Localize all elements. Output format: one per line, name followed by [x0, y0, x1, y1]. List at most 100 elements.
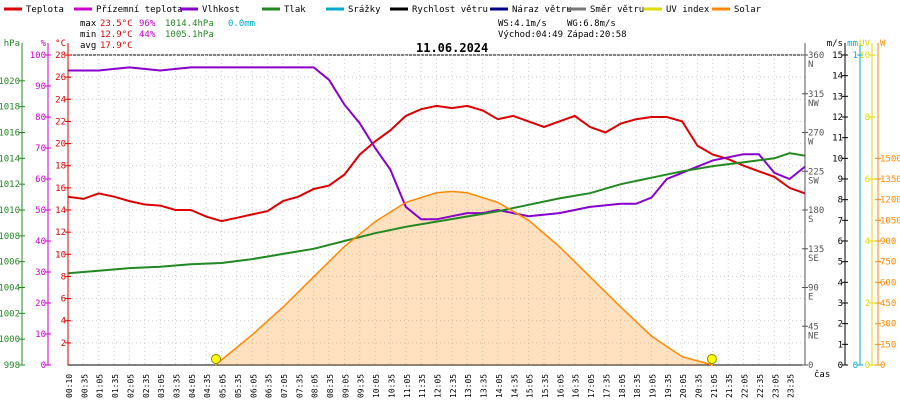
axis-tick-label-hpa: 998	[4, 361, 20, 371]
axis-tick-label-hpa: 1006	[0, 258, 20, 268]
axis-tick-label-uv: 4	[865, 237, 870, 247]
axis-tick-label-hpa: 1002	[0, 309, 20, 319]
axis-time-label: 16:35	[572, 374, 581, 398]
axis-tick-label-w: 1050	[880, 216, 900, 226]
axis-time-label: 05:35	[234, 374, 243, 398]
axis-tick-label-ms: 6	[838, 237, 843, 247]
axis-tick-label-deg: 45	[808, 322, 819, 332]
axis-tick-label-w: 300	[880, 320, 896, 330]
axis-dir-label: N	[808, 60, 813, 70]
stat-max-rain: 0.0mm	[228, 19, 255, 29]
axis-time-label: 15:35	[541, 374, 550, 398]
axis-time-label: 06:05	[249, 374, 258, 398]
axis-time-label: 12:35	[449, 374, 458, 398]
axis-tick-label-hpa: 1016	[0, 129, 20, 139]
axis-tick-label-deg: 360	[808, 51, 824, 61]
axis-tick-label-temp: 24	[55, 95, 66, 105]
legend-label: Směr větru	[590, 5, 644, 15]
axis-time-label: 12:05	[434, 374, 443, 398]
series-teplota	[67, 104, 806, 223]
axis-tick-label-pct: 10	[35, 330, 46, 340]
axis-time-label: 10:05	[372, 374, 381, 398]
stat-ws: WS:4.1m/s	[498, 19, 547, 29]
axis-time-label: 03:05	[157, 374, 166, 398]
axis-tick-label-pct: 30	[35, 268, 46, 278]
axis-time-label: 20:35	[695, 374, 704, 398]
axis-time-label: 13:05	[464, 374, 473, 398]
axis-tick-label-deg: 270	[808, 129, 824, 139]
legend-label: Přízemní teplota	[96, 5, 183, 15]
chart-title: 11.06.2024	[416, 41, 488, 55]
legend-label: Náraz větru	[512, 5, 572, 15]
axis-tick-label-ms: 10	[832, 154, 843, 164]
series-vlhkost	[68, 66, 806, 221]
axis-tick-label-uv: 2	[865, 299, 870, 309]
stat-max-label: max	[80, 19, 97, 29]
axis-time-label: 19:35	[664, 374, 673, 398]
sun-marker	[706, 354, 717, 364]
axis-tick-label-pct: 50	[35, 206, 46, 216]
stat-sunset: Západ:20:58	[567, 30, 627, 40]
axis-tick-label-temp: 16	[55, 184, 66, 194]
stat-wg: WG:6.8m/s	[567, 19, 616, 29]
axis-dir-label: E	[808, 293, 813, 303]
axis-tick-label-w: 1500	[880, 154, 900, 164]
axis-time-label: 03:35	[172, 374, 181, 398]
axis-tick-label-ms: 5	[838, 258, 843, 268]
stat-sunrise: Východ:04:49	[498, 30, 563, 40]
axis-time-label: 14:35	[510, 374, 519, 398]
axis-dir-label: SW	[808, 176, 819, 186]
axis-time-label: 15:05	[526, 374, 535, 398]
axis-dir-label: SE	[808, 254, 819, 264]
series-lines	[67, 66, 806, 366]
axis-tick-label-w: 0	[880, 361, 885, 371]
axis-tick-label-ms: 14	[832, 72, 843, 82]
axis-tick-label-hpa: 1008	[0, 232, 20, 242]
axis-time-label: 11:05	[403, 374, 412, 398]
axis-time-label: 05:05	[219, 374, 228, 398]
axis-time-label: 00:10	[65, 374, 74, 398]
axis-tick-label-hpa: 1010	[0, 206, 20, 216]
axis-tick-label-ms: 13	[832, 92, 843, 102]
axis-tick-label-ms: 3	[838, 299, 843, 309]
axis-tick-label-ms: 1	[838, 340, 843, 350]
axis-dir-label: NE	[808, 331, 819, 341]
axis-time-label: 17:35	[602, 374, 611, 398]
axis-tick-label-ms: 0	[838, 361, 843, 371]
axis-time-label: 02:05	[126, 374, 135, 398]
axis-tick-label-temp: 6	[61, 295, 66, 305]
axis-tick-label-pct: 20	[35, 299, 46, 309]
series-solar	[214, 190, 714, 366]
axis-time-label: 18:05	[618, 374, 627, 398]
axis-time-label: 04:05	[188, 374, 197, 398]
axis-tick-label-hpa: 1020	[0, 77, 20, 87]
axis-dir-label: NW	[808, 99, 819, 109]
axis-tick-label-pct: 80	[35, 113, 46, 123]
axis-tick-label-w: 450	[880, 299, 896, 309]
axis-tick-label-w: 600	[880, 278, 896, 288]
axis-tick-label-deg: 90	[808, 284, 819, 294]
axis-tick-label-ms: 12	[832, 113, 843, 123]
axis-time-label: 14:05	[495, 374, 504, 398]
axis-time-label: 02:35	[142, 374, 151, 398]
axis-tick-label-temp: 4	[61, 317, 66, 327]
legend-label: Srážky	[348, 5, 381, 15]
axis-time-label: 01:05	[96, 374, 105, 398]
legend-label: Tlak	[284, 5, 306, 15]
axis-dir-label: W	[808, 138, 814, 148]
axis-tick-label-deg: 315	[808, 90, 824, 100]
axis-tick-label-pct: 60	[35, 175, 46, 185]
stat-avg-temp: 17.9°C	[100, 41, 133, 51]
axis-time-label: 19:05	[648, 374, 657, 398]
axis-time-label: 10:35	[387, 374, 396, 398]
axis-time-label: 04:35	[203, 374, 212, 398]
legend-label: Vlhkost	[202, 5, 240, 15]
axis-tick-label-deg: 180	[808, 206, 824, 216]
solar-area	[215, 191, 713, 365]
axis-time-label: 20:05	[679, 374, 688, 398]
axis-time-label: 06:35	[265, 374, 274, 398]
axis-tick-label-w: 750	[880, 258, 896, 268]
axis-tick-label-pct: 70	[35, 144, 46, 154]
